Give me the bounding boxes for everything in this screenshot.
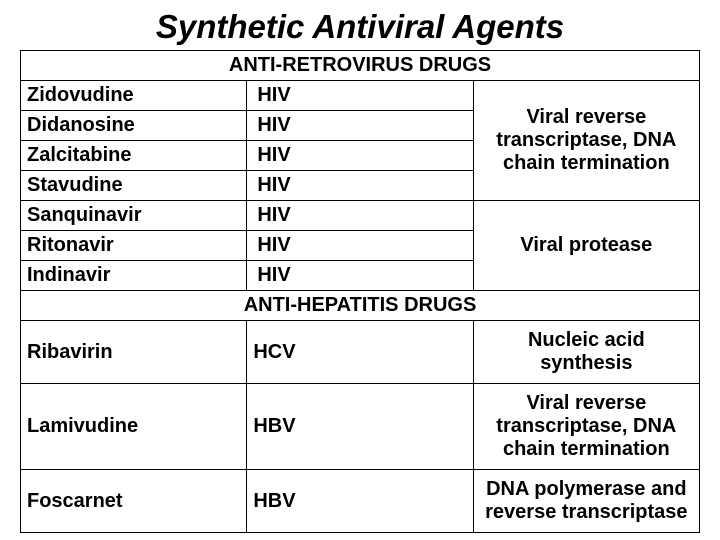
section-header-hepatitis: ANTI-HEPATITIS DRUGS (21, 291, 700, 321)
virus-target: HIV (247, 141, 473, 171)
drug-name: Didanosine (21, 111, 247, 141)
virus-target: HIV (247, 111, 473, 141)
drug-name: Zidovudine (21, 81, 247, 111)
section-header-retrovirus: ANTI-RETROVIRUS DRUGS (21, 51, 700, 81)
table-row: Zidovudine HIV Viral reverse transcripta… (21, 81, 700, 111)
virus-target: HCV (247, 321, 473, 384)
table-row: Ribavirin HCV Nucleic acid synthesis (21, 321, 700, 384)
antiviral-table: ANTI-RETROVIRUS DRUGS Zidovudine HIV Vir… (20, 50, 700, 533)
virus-target: HIV (247, 231, 473, 261)
mechanism: Viral protease (473, 201, 699, 291)
virus-target: HBV (247, 384, 473, 470)
mechanism: Nucleic acid synthesis (473, 321, 699, 384)
table-row: Foscarnet HBV DNA polymerase and reverse… (21, 470, 700, 533)
slide-title: Synthetic Antiviral Agents (20, 8, 700, 46)
mechanism: Viral reverse transcriptase, DNA chain t… (473, 81, 699, 201)
drug-name: Stavudine (21, 171, 247, 201)
drug-name: Lamivudine (21, 384, 247, 470)
virus-target: HIV (247, 261, 473, 291)
drug-name: Foscarnet (21, 470, 247, 533)
virus-target: HIV (247, 171, 473, 201)
mechanism: Viral reverse transcriptase, DNA chain t… (473, 384, 699, 470)
drug-name: Sanquinavir (21, 201, 247, 231)
drug-name: Zalcitabine (21, 141, 247, 171)
virus-target: HBV (247, 470, 473, 533)
virus-target: HIV (247, 81, 473, 111)
virus-target: HIV (247, 201, 473, 231)
drug-name: Indinavir (21, 261, 247, 291)
mechanism: DNA polymerase and reverse transcriptase (473, 470, 699, 533)
drug-name: Ritonavir (21, 231, 247, 261)
table-row: Lamivudine HBV Viral reverse transcripta… (21, 384, 700, 470)
table-row: Sanquinavir HIV Viral protease (21, 201, 700, 231)
drug-name: Ribavirin (21, 321, 247, 384)
